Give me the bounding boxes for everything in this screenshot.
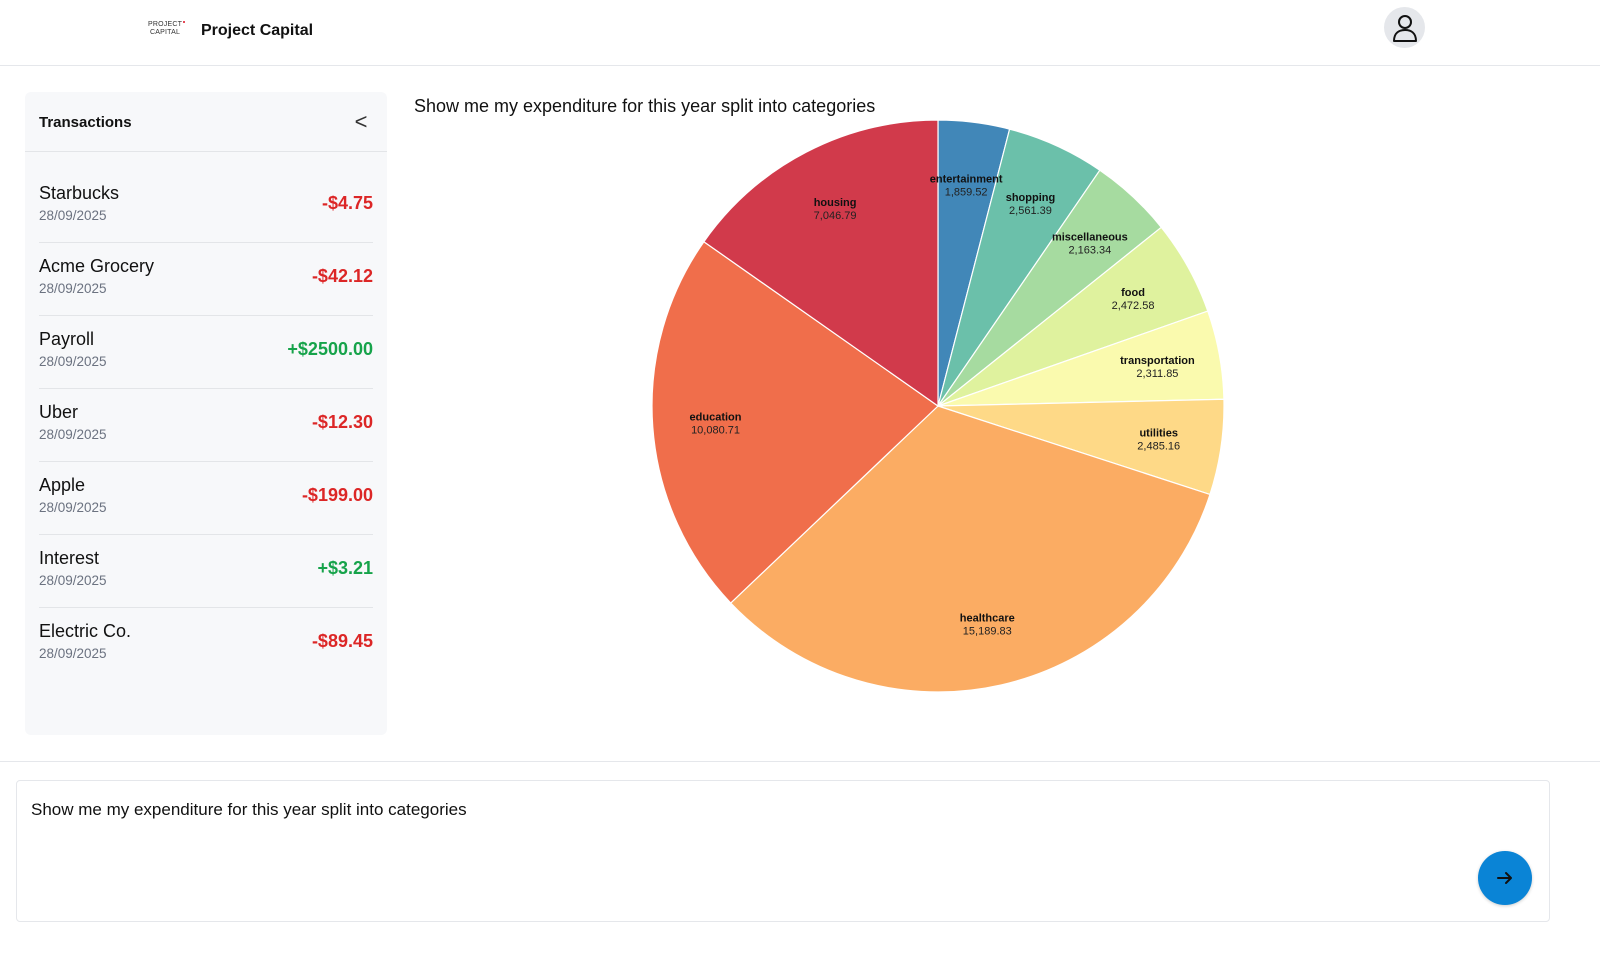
transactions-panel: Transactions < Starbucks 28/09/2025 -$4.75… bbox=[25, 92, 387, 735]
transaction-date: 28/09/2025 bbox=[39, 281, 107, 296]
transaction-amount: -$89.45 bbox=[311, 631, 373, 651]
prompt-box: Show me my expenditure for this year spl… bbox=[16, 780, 1550, 922]
transaction-name: Apple bbox=[39, 475, 86, 495]
collapse-panel-button[interactable]: < bbox=[354, 109, 368, 134]
transaction-row[interactable]: Apple 28/09/2025 -$199.00 bbox=[39, 462, 373, 535]
brand-logo[interactable]: PROJECT CAPITAL bbox=[148, 21, 188, 41]
transaction-row[interactable]: Interest 28/09/2025 +$3.21 bbox=[39, 535, 373, 608]
transaction-row[interactable]: Uber 28/09/2025 -$12.30 bbox=[39, 389, 373, 462]
slice-category-label: healthcare bbox=[960, 613, 1015, 625]
slice-value-label: 15,189.83 bbox=[963, 626, 1012, 638]
slice-value-label: 1,859.52 bbox=[945, 187, 988, 199]
slice-value-label: 2,163.34 bbox=[1068, 245, 1111, 257]
transaction-name: Payroll bbox=[39, 329, 95, 349]
transaction-date: 28/09/2025 bbox=[39, 573, 107, 588]
transactions-title: Transactions bbox=[39, 114, 132, 131]
slice-category-label: education bbox=[690, 412, 742, 424]
transaction-row[interactable]: Payroll 28/09/2025 +$2500.00 bbox=[39, 316, 373, 389]
divider bbox=[0, 761, 1600, 762]
slice-category-label: shopping bbox=[1006, 192, 1056, 204]
logo-mark bbox=[183, 21, 185, 23]
user-icon bbox=[1392, 14, 1417, 42]
transaction-date: 28/09/2025 bbox=[39, 646, 107, 661]
slice-value-label: 2,485.16 bbox=[1137, 440, 1180, 452]
transactions-panel-header: Transactions < bbox=[25, 92, 387, 152]
transaction-amount: -$42.12 bbox=[311, 266, 373, 286]
pie-slice-healthcare[interactable] bbox=[729, 405, 1211, 693]
slice-value-label: 2,561.39 bbox=[1009, 205, 1052, 217]
transaction-amount: +$3.21 bbox=[317, 558, 373, 578]
slice-value-label: 2,311.85 bbox=[1136, 368, 1178, 380]
slice-category-label: transportation bbox=[1120, 355, 1195, 367]
transaction-date: 28/09/2025 bbox=[39, 500, 107, 515]
pie-slice-housing[interactable] bbox=[703, 119, 939, 408]
transaction-name: Interest bbox=[39, 548, 100, 568]
transaction-amount: +$2500.00 bbox=[287, 339, 373, 359]
top-bar: PROJECT CAPITAL Project Capital bbox=[0, 0, 1600, 66]
transaction-amount: -$4.75 bbox=[321, 193, 373, 213]
slice-category-label: housing bbox=[814, 197, 857, 209]
slice-value-label: 10,080.71 bbox=[691, 425, 740, 437]
logo-line-1: PROJECT bbox=[148, 21, 183, 28]
logo-line-2: CAPITAL bbox=[150, 29, 181, 36]
arrow-right-icon bbox=[1497, 872, 1512, 884]
transaction-amount: -$199.00 bbox=[301, 485, 373, 505]
slice-value-label: 2,472.58 bbox=[1112, 300, 1155, 312]
transactions-list: Starbucks 28/09/2025 -$4.75 Acme Grocery 28/… bbox=[39, 170, 373, 681]
transaction-row[interactable]: Electric Co. 28/09/2025 -$89.45 bbox=[39, 608, 373, 681]
transaction-name: Electric Co. bbox=[39, 621, 132, 641]
slice-category-label: utilities bbox=[1139, 427, 1178, 439]
slice-category-label: entertainment bbox=[930, 174, 1003, 186]
slice-value-label: 7,046.79 bbox=[814, 210, 857, 222]
send-button[interactable] bbox=[1478, 851, 1532, 905]
transaction-date: 28/09/2025 bbox=[39, 208, 107, 223]
transaction-row[interactable]: Starbucks 28/09/2025 -$4.75 bbox=[39, 170, 373, 243]
user-avatar-button[interactable] bbox=[1384, 7, 1425, 48]
transaction-date: 28/09/2025 bbox=[39, 354, 107, 369]
transaction-amount: -$12.30 bbox=[311, 412, 373, 432]
transaction-row[interactable]: Acme Grocery 28/09/2025 -$42.12 bbox=[39, 243, 373, 316]
transaction-date: 28/09/2025 bbox=[39, 427, 107, 442]
prompt-input[interactable]: Show me my expenditure for this year spl… bbox=[31, 800, 1431, 830]
transaction-name: Uber bbox=[39, 402, 79, 422]
transaction-name: Starbucks bbox=[39, 183, 120, 203]
transaction-name: Acme Grocery bbox=[39, 256, 155, 276]
app-title: Project Capital bbox=[201, 22, 314, 39]
slice-category-label: miscellaneous bbox=[1052, 232, 1128, 244]
chart-heading: Show me my expenditure for this year spl… bbox=[414, 96, 876, 116]
slice-category-label: food bbox=[1121, 287, 1145, 299]
pie-slice-education[interactable] bbox=[651, 240, 939, 604]
